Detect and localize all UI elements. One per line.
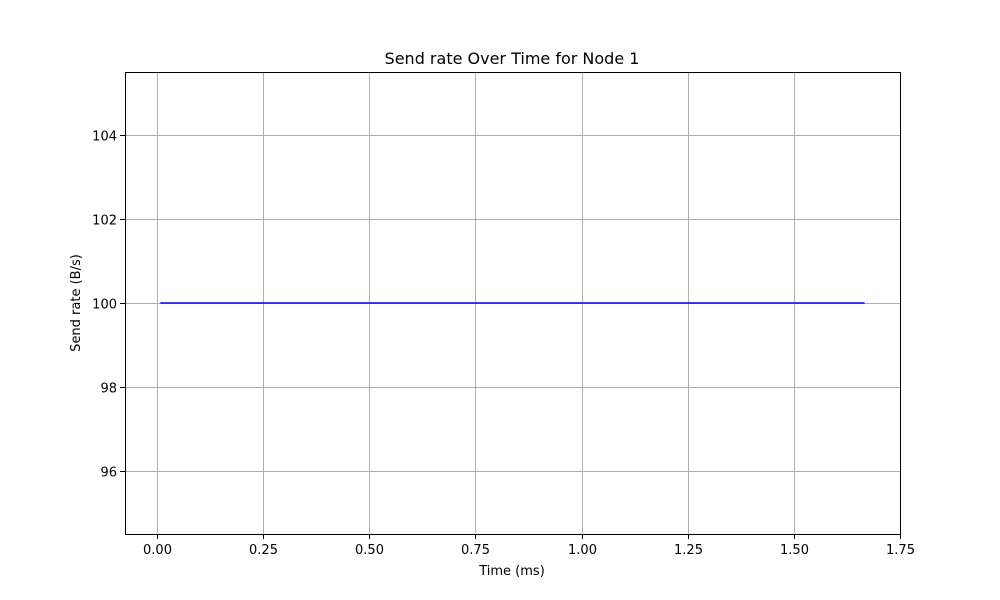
- y-tick-label: 100: [92, 298, 117, 313]
- x-tick-label: 0.00: [143, 543, 172, 558]
- x-tick-label: 1.75: [886, 543, 915, 558]
- x-tick-label: 1.25: [674, 543, 703, 558]
- x-axis-label: Time (ms): [478, 564, 545, 579]
- y-tick-label: 102: [92, 214, 117, 229]
- plot-frame: [125, 72, 901, 535]
- chart-title: Send rate Over Time for Node 1: [385, 49, 640, 68]
- y-tick-label: 104: [92, 130, 117, 145]
- x-tick-label: 1.50: [780, 543, 809, 558]
- x-tick-label: 0.75: [461, 543, 490, 558]
- x-tick-label: 0.25: [249, 543, 278, 558]
- x-tick-label: 1.00: [568, 543, 597, 558]
- tick-layer: 0.00 0.25 0.50 0.75 1.00 1.25 1.50 1.75 96 98 100 1…: [92, 130, 915, 559]
- y-axis-label: Send rate (B/s): [69, 254, 84, 352]
- y-tick-label: 96: [100, 466, 117, 481]
- x-tick-label: 0.50: [355, 543, 384, 558]
- y-tick-label: 98: [100, 382, 117, 397]
